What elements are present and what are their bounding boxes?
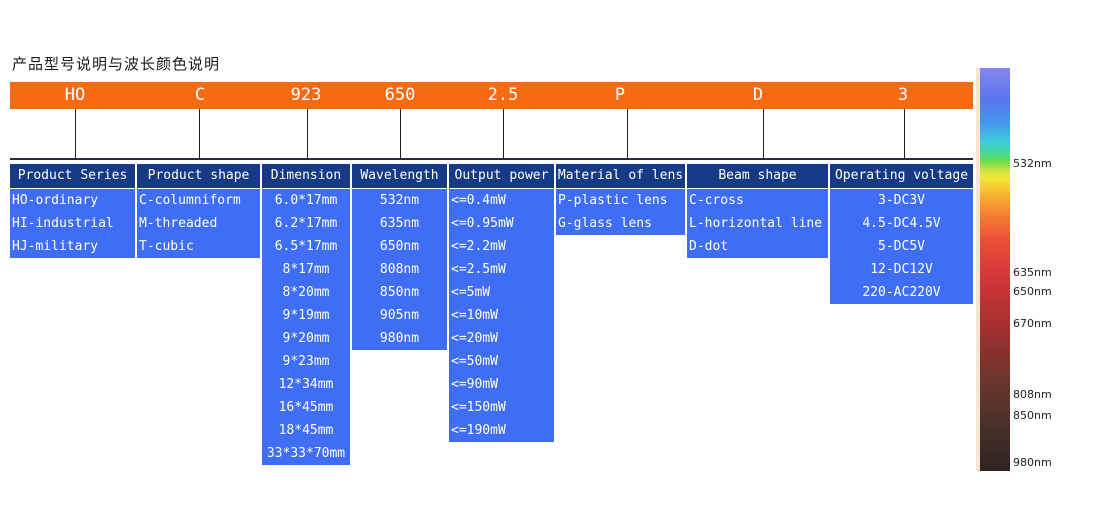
table-cell: 16*45mm <box>262 396 350 419</box>
spectrum-label: 670nm <box>1013 317 1052 330</box>
column-header: Product Series <box>10 164 135 189</box>
table-cell: P-plastic lens <box>556 189 685 212</box>
table-cell: 850nm <box>352 281 447 304</box>
table-cell: C-columniform <box>137 189 260 212</box>
connector-line <box>503 109 504 158</box>
code-segment: 2.5 <box>487 85 519 105</box>
column-header: Beam shape <box>687 164 828 189</box>
column-header: Output power <box>449 164 554 189</box>
table-cell: 650nm <box>352 235 447 258</box>
table-cell: 532nm <box>352 189 447 212</box>
table-cell: 808nm <box>352 258 447 281</box>
spectrum-edge <box>976 68 980 471</box>
code-segment: 3 <box>897 85 909 105</box>
code-segment: C <box>194 85 206 105</box>
table-cell: G-glass lens <box>556 212 685 235</box>
table-cell: HJ-military <box>10 235 135 258</box>
connector-line <box>627 109 628 158</box>
code-segment: P <box>614 85 626 105</box>
table-cell: 220-AC220V <box>830 281 973 304</box>
table-cell: 12-DC12V <box>830 258 973 281</box>
table-cell: 9*20mm <box>262 327 350 350</box>
table-cell: HI-industrial <box>10 212 135 235</box>
connector-line <box>400 109 401 158</box>
spectrum-label: 532nm <box>1013 157 1052 170</box>
table-column: Operating voltage 3-DC3V 4.5-DC4.5V 5-DC5V 1… <box>830 160 973 304</box>
spectrum-label: 808nm <box>1013 388 1052 401</box>
column-header: Material of lens <box>556 164 685 189</box>
table-cell: <=190mW <box>449 419 554 442</box>
table-cell: <=10mW <box>449 304 554 327</box>
table-cell: 9*23mm <box>262 350 350 373</box>
table-column: Beam shape C-cross L-horizontal line D-dot <box>687 160 828 258</box>
page-title: 产品型号说明与波长颜色说明 <box>12 55 221 73</box>
spectrum-label: 650nm <box>1013 285 1052 298</box>
table-column: Material of lens P-plastic lens G-glass le… <box>556 160 685 235</box>
table-cell: 635nm <box>352 212 447 235</box>
table-cell: <=50mW <box>449 350 554 373</box>
code-segment: 650 <box>384 85 416 105</box>
table-cell: 33*33*70mm <box>262 442 350 465</box>
column-header: Product shape <box>137 164 260 189</box>
table-cell: 3-DC3V <box>830 189 973 212</box>
table-cell: 905nm <box>352 304 447 327</box>
table-cell: L-horizontal line <box>687 212 828 235</box>
spectrum-label: 980nm <box>1013 456 1052 469</box>
table-cell: HO-ordinary <box>10 189 135 212</box>
table-cell: <=0.4mW <box>449 189 554 212</box>
model-code-bar: HO C 923 650 2.5 P D 3 <box>10 82 973 109</box>
column-header: Operating voltage <box>830 164 973 189</box>
table-column: Product shape C-columniform M-threaded T-cu… <box>137 160 260 258</box>
connector-line <box>75 109 76 158</box>
table-cell: 4.5-DC4.5V <box>830 212 973 235</box>
connector-line <box>904 109 905 158</box>
table-cell: 6.0*17mm <box>262 189 350 212</box>
table-cell: 8*20mm <box>262 281 350 304</box>
code-segment: 923 <box>290 85 322 105</box>
table-cell: <=20mW <box>449 327 554 350</box>
connector-line <box>763 109 764 158</box>
table-cell: <=2.5mW <box>449 258 554 281</box>
table-cell: <=90mW <box>449 373 554 396</box>
table-cell: 12*34mm <box>262 373 350 396</box>
connector-line <box>199 109 200 158</box>
table-cell: <=2.2mW <box>449 235 554 258</box>
column-header: Dimension <box>262 164 350 189</box>
table-cell: D-dot <box>687 235 828 258</box>
code-segment: HO <box>64 85 86 105</box>
table-column: Dimension 6.0*17mm 6.2*17mm 6.5*17mm 8*17mm 8… <box>262 160 350 465</box>
column-header: Wavelength <box>352 164 447 189</box>
table-cell: <=150mW <box>449 396 554 419</box>
table-cell: 6.5*17mm <box>262 235 350 258</box>
table-cell: M-threaded <box>137 212 260 235</box>
table-cell: 8*17mm <box>262 258 350 281</box>
header-divider <box>10 158 973 160</box>
table-cell: 9*19mm <box>262 304 350 327</box>
table-column: Product Series HO-ordinary HI-industrial HJ… <box>10 160 135 258</box>
spectrum-label: 850nm <box>1013 409 1052 422</box>
table-column: Wavelength 532nm 635nm 650nm 808nm 850nm 905nm… <box>352 160 447 350</box>
table-cell: 18*45mm <box>262 419 350 442</box>
spectrum-label: 635nm <box>1013 266 1052 279</box>
table-column: Output power <=0.4mW <=0.95mW <=2.2mW <=2.5m… <box>449 160 554 442</box>
table-cell: C-cross <box>687 189 828 212</box>
code-segment: D <box>752 85 764 105</box>
table-cell: T-cubic <box>137 235 260 258</box>
table-cell: <=0.95mW <box>449 212 554 235</box>
connector-line <box>307 109 308 158</box>
table-cell: 980nm <box>352 327 447 350</box>
wavelength-spectrum-bar <box>980 68 1010 471</box>
table-cell: 5-DC5V <box>830 235 973 258</box>
table-cell: 6.2*17mm <box>262 212 350 235</box>
table-cell: <=5mW <box>449 281 554 304</box>
